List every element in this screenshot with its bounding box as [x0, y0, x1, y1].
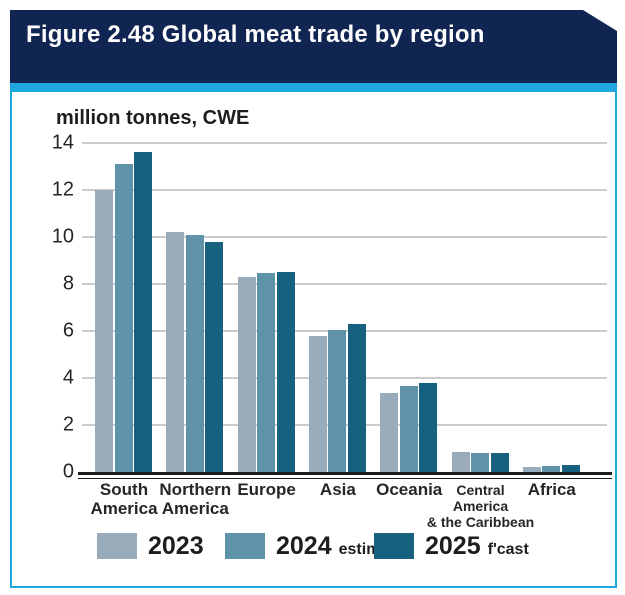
bar-group-central — [451, 452, 510, 472]
x-label-line: America — [452, 498, 509, 514]
x-label-line: Asia — [319, 480, 356, 499]
bar-2024-africa — [542, 465, 561, 472]
figure-header: Figure 2.48 Global meat trade by region — [10, 10, 617, 83]
x-label-africa: Africa — [490, 480, 614, 499]
bar-2025-northern — [205, 241, 224, 472]
x-label-south: South America — [62, 480, 186, 518]
chart-legend: 2023 2024 estim. 2025 f'cast — [12, 533, 615, 561]
figure-title: Figure 2.48 Global meat trade by region — [26, 21, 485, 48]
x-label-line: America — [90, 499, 158, 518]
bar-2024-oceania — [399, 386, 418, 472]
chart-panel: million tonnes, CWE 0 2 4 6 8 10 12 14 South Ame… — [10, 92, 617, 588]
bar-2023-oceania — [380, 393, 399, 472]
x-label-line: & the Caribbean — [426, 514, 535, 530]
legend-year-label: 2023 — [148, 532, 204, 560]
bar-2024-south — [114, 164, 133, 472]
legend-item-2025: 2025 f'cast — [374, 533, 529, 559]
bar-2024-asia — [328, 329, 347, 472]
bar-2023-northern — [166, 232, 185, 472]
bar-group-northern — [166, 232, 224, 472]
bar-2023-africa — [522, 467, 541, 472]
x-label-line: Oceania — [376, 480, 443, 499]
bar-2024-europe — [257, 273, 276, 472]
x-label-line: Europe — [237, 480, 296, 499]
bar-group-oceania — [380, 382, 438, 472]
bar-2025-europe — [276, 272, 295, 472]
y-tick-label-4: 4 — [62, 366, 74, 389]
bar-2025-asia — [347, 323, 366, 472]
bar-2023-south — [95, 190, 113, 472]
header-accent-stripe — [10, 83, 617, 92]
bar-2023-asia — [308, 335, 327, 472]
bar-2023-central — [451, 452, 470, 472]
legend-note-label: estim. — [338, 541, 385, 558]
bar-2023-europe — [237, 276, 256, 472]
figure-2-48: Figure 2.48 Global meat trade by region … — [10, 10, 617, 588]
bar-2025-africa — [561, 464, 580, 472]
bar-group-south — [95, 152, 153, 472]
y-tick-label-8: 8 — [62, 272, 74, 295]
x-label-europe: Europe — [205, 480, 329, 499]
legend-swatch-2023 — [97, 533, 137, 559]
x-label-line: Africa — [527, 480, 576, 499]
bar-group-europe — [237, 272, 296, 472]
bar-2025-south — [134, 152, 152, 472]
legend-swatch-2024 — [225, 533, 265, 559]
bar-group-africa — [522, 464, 581, 472]
y-tick-label-2: 2 — [62, 413, 74, 436]
bar-2025-central — [490, 453, 509, 472]
y-tick-label-6: 6 — [62, 319, 74, 342]
gridline-14 — [82, 142, 607, 144]
x-label-northern: Northern America — [133, 480, 257, 518]
bar-2024-northern — [185, 234, 204, 472]
bar-2024-central — [471, 453, 489, 472]
x-label-central: Central America & the Caribbean — [419, 482, 543, 530]
legend-swatch-2025 — [374, 533, 414, 559]
x-label-oceania: Oceania — [347, 480, 471, 499]
gridline-12 — [82, 189, 607, 191]
y-tick-label-0: 0 — [62, 460, 74, 483]
x-label-asia: Asia — [276, 480, 400, 499]
bar-2025-oceania — [419, 382, 438, 472]
gridline-8 — [82, 283, 607, 285]
x-label-line: Central — [456, 482, 505, 498]
legend-item-2024: 2024 estim. — [225, 533, 385, 559]
legend-item-2023: 2023 — [97, 533, 204, 559]
y-tick-label-14: 14 — [51, 131, 74, 154]
x-label-line: Northern — [159, 480, 232, 499]
x-axis-line — [78, 472, 612, 475]
legend-year-label: 2025 — [425, 532, 481, 560]
y-tick-label-12: 12 — [51, 178, 74, 201]
y-tick-label-10: 10 — [51, 225, 74, 248]
x-axis-line-secondary — [78, 477, 612, 479]
x-label-line: America — [161, 499, 229, 518]
legend-note-label: f'cast — [487, 541, 529, 558]
gridline-10 — [82, 236, 607, 238]
y-axis-unit-label: million tonnes, CWE — [56, 107, 250, 129]
x-label-line: South — [99, 480, 149, 499]
bar-group-asia — [308, 323, 367, 472]
plot-area — [82, 142, 607, 472]
legend-year-label: 2024 — [276, 532, 332, 560]
